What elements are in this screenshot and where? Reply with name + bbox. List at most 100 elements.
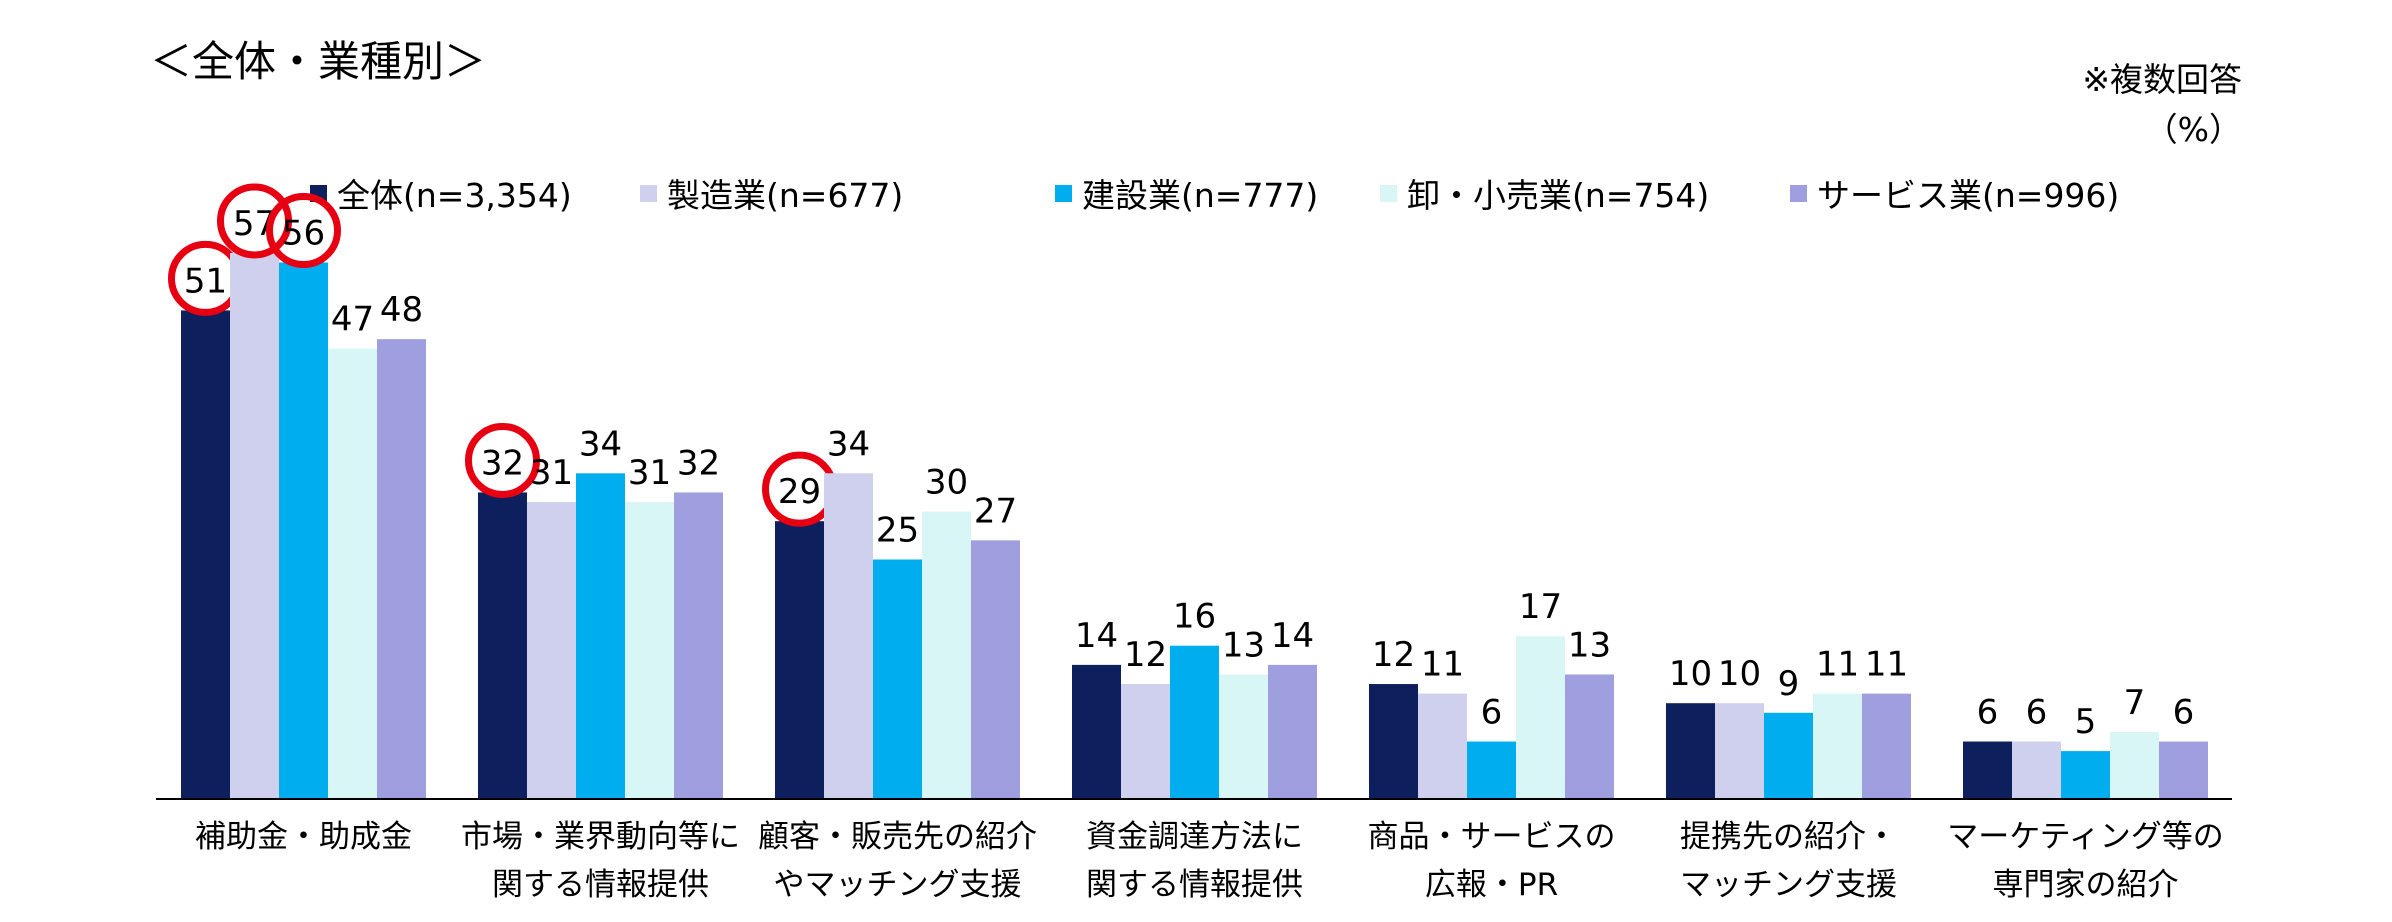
- bar-6-1: [2012, 741, 2061, 799]
- category-label-1-0: 市場・業界動向等に: [461, 819, 740, 855]
- legend-label-4: サービス業(n=996): [1817, 176, 2119, 215]
- bar-3-4: [1268, 664, 1317, 799]
- legend-swatch-4: [1790, 185, 1807, 202]
- value-label-1-0: 32: [481, 443, 524, 483]
- category-label-0-0: 補助金・助成金: [195, 819, 412, 855]
- value-label-4-0: 12: [1372, 635, 1415, 675]
- value-label-3-1: 12: [1124, 635, 1167, 675]
- value-label-4-4: 13: [1568, 625, 1611, 665]
- legend-label-3: 卸・小売業(n=754): [1407, 176, 1709, 215]
- chart-title: ＜全体・業種別＞: [150, 37, 487, 86]
- bar-3-3: [1219, 674, 1268, 799]
- bar-2-2: [873, 559, 922, 799]
- value-label-5-2: 9: [1778, 664, 1800, 704]
- bar-4-0: [1369, 684, 1418, 799]
- bar-1-3: [625, 502, 674, 799]
- category-label-4-0: 商品・サービスの: [1368, 819, 1616, 855]
- bar-6-2: [2061, 751, 2110, 799]
- value-label-3-3: 13: [1222, 625, 1265, 665]
- value-label-1-2: 34: [579, 424, 622, 464]
- value-label-5-3: 11: [1816, 645, 1859, 685]
- value-label-1-3: 31: [628, 453, 671, 493]
- bar-0-0: [181, 310, 230, 799]
- note-multiple-answers: ※複数回答: [2082, 60, 2242, 99]
- value-label-5-0: 10: [1669, 654, 1712, 694]
- value-label-3-2: 16: [1173, 597, 1216, 637]
- bar-6-3: [2110, 731, 2159, 799]
- legend-swatch-3: [1380, 185, 1397, 202]
- bar-6-0: [1963, 741, 2012, 799]
- bar-2-0: [775, 521, 824, 799]
- legend-label-2: 建設業(n=777): [1082, 176, 1318, 215]
- value-label-3-0: 14: [1075, 616, 1118, 656]
- bar-4-2: [1467, 741, 1516, 799]
- value-label-1-4: 32: [677, 443, 720, 483]
- bar-1-2: [576, 473, 625, 799]
- value-label-4-1: 11: [1421, 645, 1464, 685]
- value-label-2-3: 30: [925, 463, 968, 503]
- bar-5-1: [1715, 703, 1764, 799]
- category-label-6-0: マーケティング等の: [1947, 819, 2224, 855]
- value-label-2-2: 25: [876, 511, 919, 551]
- bar-2-4: [971, 540, 1020, 799]
- bar-5-2: [1764, 712, 1813, 799]
- value-label-0-2: 56: [282, 214, 325, 254]
- bar-0-2: [279, 262, 328, 799]
- legend-swatch-1: [640, 185, 657, 202]
- value-label-5-1: 10: [1718, 654, 1761, 694]
- bar-1-0: [478, 492, 527, 799]
- value-label-2-0: 29: [778, 472, 821, 512]
- legend-label-0: 全体(n=3,354): [337, 176, 572, 215]
- legend: 全体(n=3,354) 製造業(n=677) 建設業(n=777) 卸・小売業(n=7…: [310, 176, 2119, 215]
- value-label-6-4: 6: [2173, 693, 2195, 733]
- category-label-2-1: やマッチング支援: [774, 867, 1022, 903]
- value-label-4-3: 17: [1519, 587, 1562, 627]
- bar-4-1: [1418, 693, 1467, 799]
- category-label-5-0: 提携先の紹介・: [1680, 819, 1897, 855]
- value-label-1-1: 31: [530, 453, 573, 493]
- category-label-4-1: 広報・PR: [1425, 867, 1558, 903]
- value-label-0-4: 48: [380, 290, 423, 330]
- bar-0-1: [230, 252, 279, 799]
- category-label-5-1: マッチング支援: [1680, 867, 1897, 903]
- bar-5-4: [1862, 693, 1911, 799]
- bar-2-1: [824, 473, 873, 799]
- value-label-2-1: 34: [827, 424, 870, 464]
- highlight-circle-1-0: [465, 422, 540, 498]
- category-label-1-1: 関する情報提供: [492, 867, 709, 903]
- category-label-6-1: 専門家の紹介: [1993, 867, 2179, 903]
- bar-0-4: [377, 339, 426, 799]
- bar-4-3: [1516, 636, 1565, 799]
- highlight-circle-0-1: [217, 183, 292, 259]
- value-label-5-4: 11: [1865, 645, 1908, 685]
- category-label-3-0: 資金調達方法に: [1086, 819, 1303, 855]
- bar-4-4: [1565, 674, 1614, 799]
- bar-3-2: [1170, 645, 1219, 799]
- bar-1-4: [674, 492, 723, 799]
- value-label-6-1: 6: [2026, 693, 2048, 733]
- bar-5-3: [1813, 693, 1862, 799]
- category-label-3-1: 関する情報提供: [1086, 867, 1303, 903]
- legend-label-1: 製造業(n=677): [667, 176, 903, 215]
- bar-6-4: [2159, 741, 2208, 799]
- value-label-0-0: 51: [184, 261, 227, 301]
- bar-0-3: [328, 348, 377, 799]
- value-label-3-4: 14: [1271, 616, 1314, 656]
- value-label-4-2: 6: [1481, 693, 1503, 733]
- bar-2-3: [922, 511, 971, 799]
- value-label-6-3: 7: [2124, 683, 2146, 723]
- bar-3-1: [1121, 684, 1170, 799]
- bar-5-0: [1666, 703, 1715, 799]
- category-label-2-0: 顧客・販売先の紹介: [758, 819, 1037, 855]
- value-label-6-2: 5: [2075, 702, 2097, 742]
- note: ※複数回答 （%）: [2082, 55, 2242, 155]
- value-label-2-4: 27: [974, 491, 1017, 531]
- highlight-circle-0-2: [266, 193, 341, 269]
- bar-3-0: [1072, 664, 1121, 799]
- value-label-0-3: 47: [331, 300, 374, 340]
- legend-swatch-2: [1055, 185, 1072, 202]
- value-label-6-0: 6: [1977, 693, 1999, 733]
